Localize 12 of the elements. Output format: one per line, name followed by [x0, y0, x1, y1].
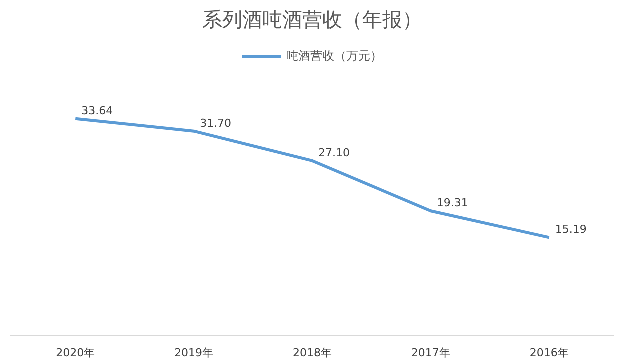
legend-label: 吨酒营收（万元）	[286, 48, 382, 64]
chart-title: 系列酒吨酒营收（年报）	[202, 8, 422, 32]
data-label: 33.64	[82, 104, 114, 118]
x-tick-label: 2018年	[293, 346, 332, 360]
x-tick-label: 2017年	[411, 346, 450, 360]
data-label: 31.70	[200, 116, 232, 130]
x-tick-label: 2016年	[530, 346, 569, 360]
x-tick-label: 2020年	[56, 346, 96, 360]
x-tick-label: 2019年	[174, 346, 214, 360]
data-label: 19.31	[436, 196, 468, 210]
data-label: 15.19	[555, 223, 587, 236]
data-label: 27.10	[318, 146, 350, 160]
